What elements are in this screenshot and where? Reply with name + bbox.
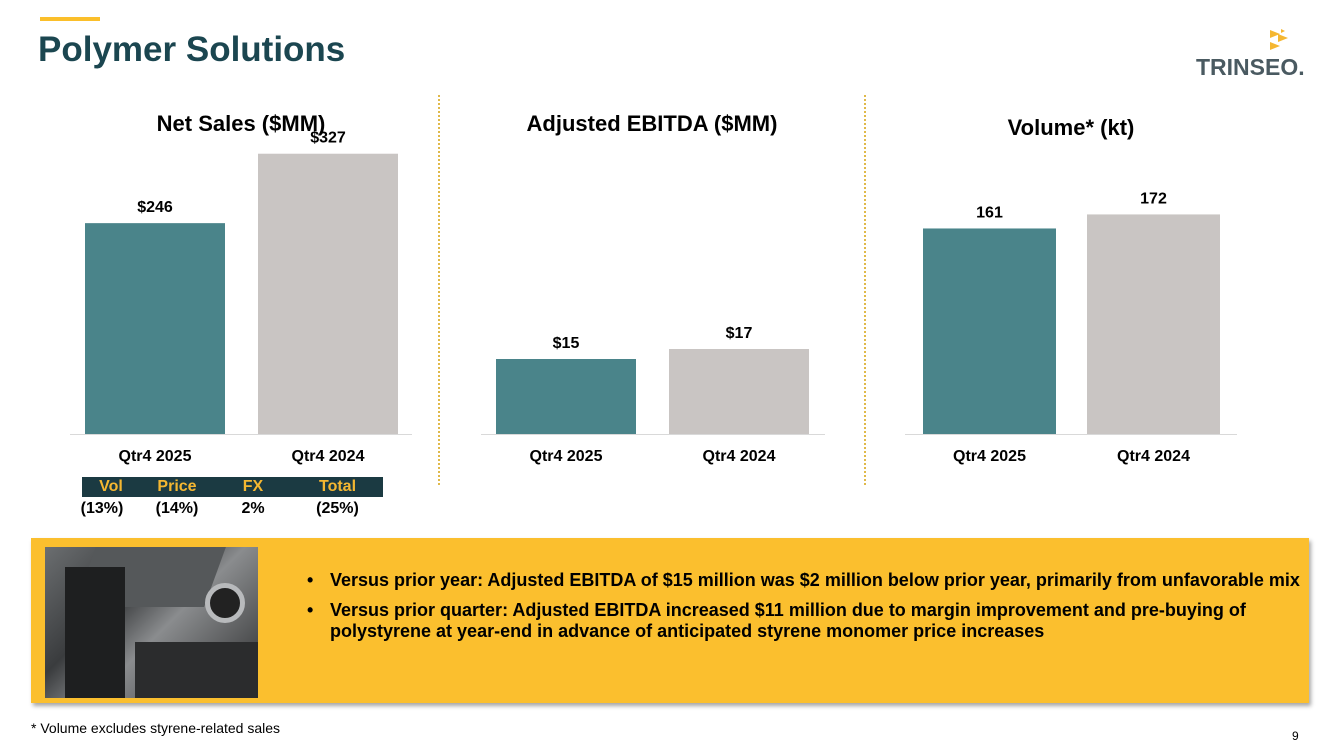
net-sales-breakdown-table: Vol Price FX Total (13%) (14%) 2% (25%) [81,477,383,518]
ebitda-data-label-1: $15 [553,335,580,352]
volume-chart-title: Volume* (kt) [1007,115,1135,140]
volume-data-label-2: 172 [1140,190,1167,207]
breakdown-value-fx: 2% [241,500,265,517]
breakdown-header-row: Vol Price FX Total [82,477,383,497]
breakdown-value-total: (25%) [316,500,359,517]
commentary-bullets: Versus prior year: Adjusted EBITDA of $1… [307,570,1307,651]
trinseo-logo: TRINSEO. [1190,26,1310,86]
volume-data-label-1: 161 [976,204,1003,221]
footnote: * Volume excludes styrene-related sales [31,720,281,736]
net-sales-category-label-2: Qtr4 2024 [292,448,365,465]
net-sales-category-label-1: Qtr4 2025 [119,448,192,465]
chart-divider-1 [438,95,440,485]
trinseo-mark-icon [1270,29,1288,50]
commentary-callout: Versus prior year: Adjusted EBITDA of $1… [31,538,1309,703]
volume-bar-1 [923,228,1056,434]
ebitda-bar-1 [496,359,636,434]
commentary-bullet-prior-year: Versus prior year: Adjusted EBITDA of $1… [307,570,1307,591]
ebitda-data-label-2: $17 [726,325,753,342]
net-sales-bar-2 [258,153,398,434]
net-sales-bar-1 [85,223,225,434]
ebitda-category-label-2: Qtr4 2024 [703,448,776,465]
breakdown-value-vol: (13%) [80,500,124,517]
volume-bar-2 [1087,214,1220,434]
ebitda-bar-2 [669,349,809,434]
ebitda-chart-title: Adjusted EBITDA ($MM) [526,111,778,136]
breakdown-value-row: (13%) (14%) 2% (25%) [81,500,383,518]
volume-category-label-2: Qtr4 2024 [1117,448,1190,465]
breakdown-header-total: Total [318,478,357,495]
photo-console-shape [65,567,125,698]
breakdown-header-fx: FX [242,478,264,495]
breakdown-value-price: (14%) [155,500,199,517]
breakdown-header-vol: Vol [99,478,123,495]
commentary-bullet-prior-quarter: Versus prior quarter: Adjusted EBITDA in… [307,600,1307,642]
photo-floor-mat-shape [135,642,258,698]
page-number: 9 [1292,729,1299,743]
volume-category-label-1: Qtr4 2025 [953,448,1026,465]
ebitda-category-label-1: Qtr4 2025 [530,448,603,465]
title-accent-line [40,17,100,21]
chart-divider-2 [864,95,866,485]
car-interior-photo [45,547,258,698]
logo-text: TRINSEO. [1196,54,1305,80]
breakdown-header-price: Price [157,478,197,495]
net-sales-data-label-1: $246 [137,199,173,216]
net-sales-chart-title: Net Sales ($MM) [156,111,326,136]
page-title: Polymer Solutions [38,30,346,69]
photo-air-vent-shape [205,583,245,623]
